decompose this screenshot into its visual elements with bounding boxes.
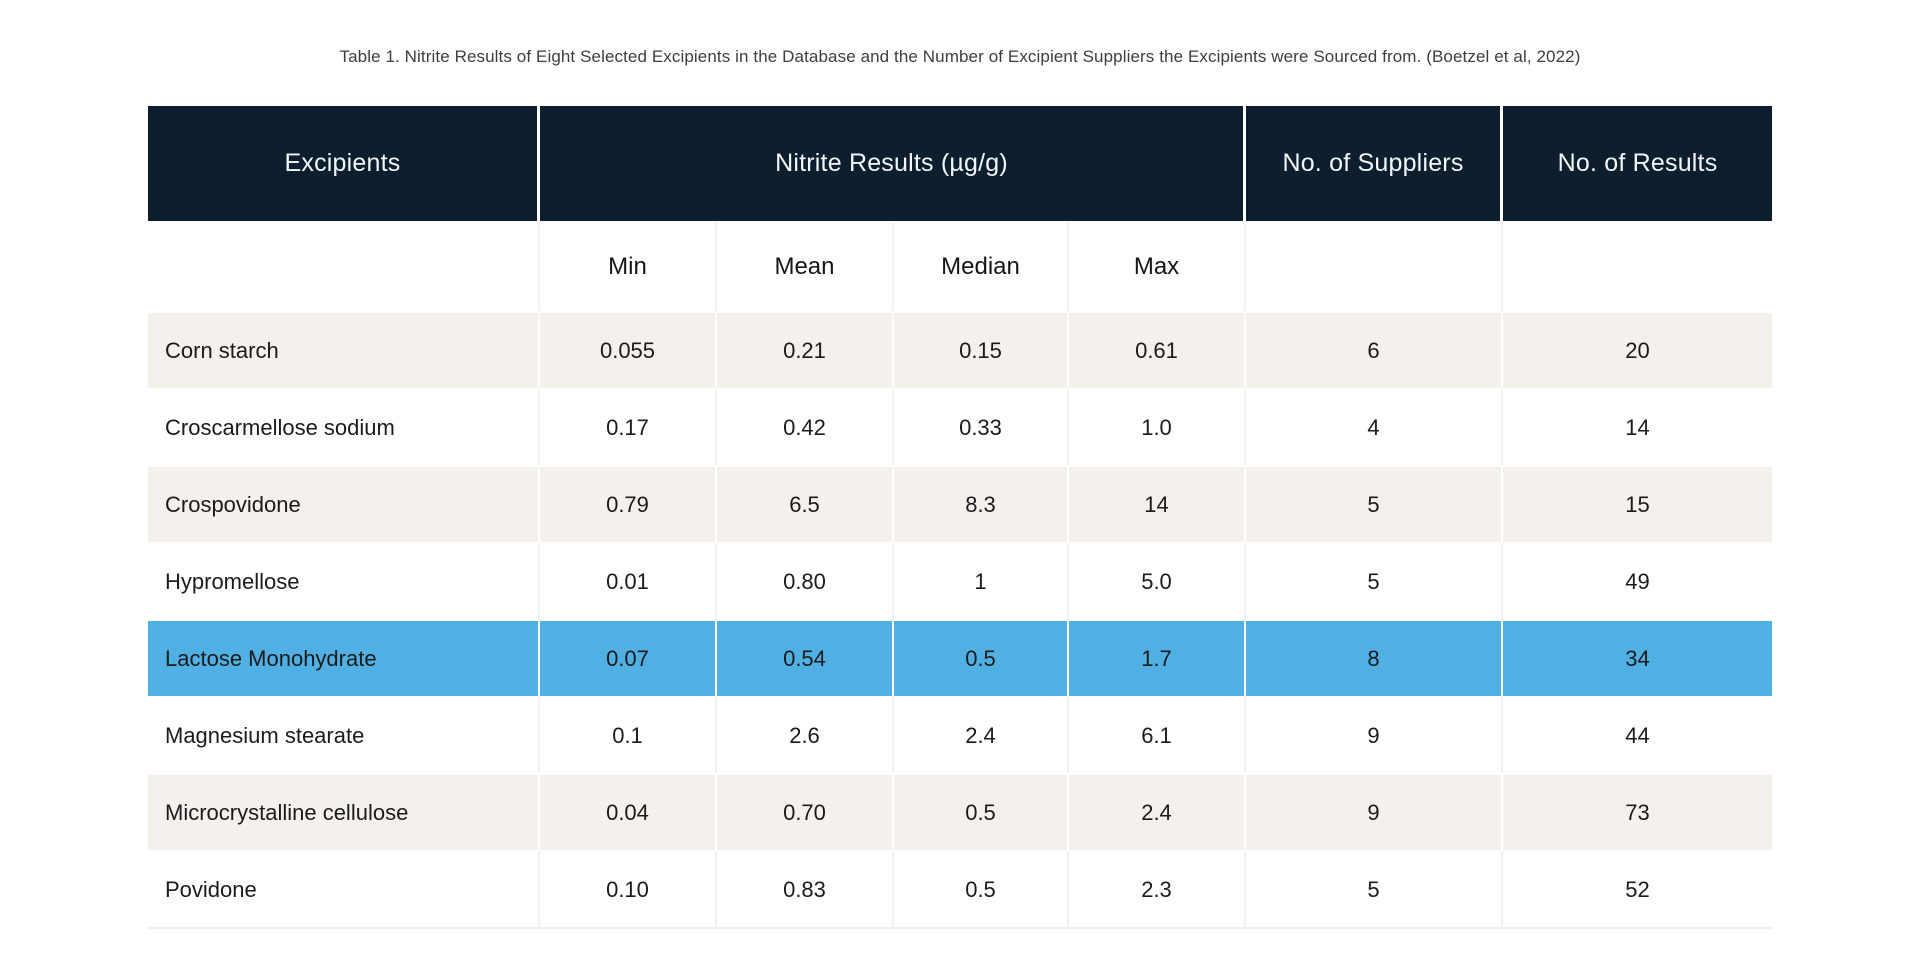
excipients-table: Excipients Nitrite Results (µg/g) No. of… — [148, 106, 1772, 929]
median-cell: 0.33 — [894, 388, 1069, 465]
min-cell: 0.04 — [540, 773, 717, 850]
median-cell: 8.3 — [894, 465, 1069, 542]
results-cell: 14 — [1503, 388, 1772, 465]
table-row-magnesium-stearate: Magnesium stearate 0.1 2.6 2.4 6.1 9 44 — [148, 696, 1772, 773]
suppliers-cell: 8 — [1246, 619, 1503, 696]
median-cell: 1 — [894, 542, 1069, 619]
excipient-name-cell: Crospovidone — [148, 465, 540, 542]
table-row-hypromellose: Hypromellose 0.01 0.80 1 5.0 5 49 — [148, 542, 1772, 619]
mean-cell: 6.5 — [717, 465, 894, 542]
results-cell: 34 — [1503, 619, 1772, 696]
suppliers-cell: 6 — [1246, 311, 1503, 388]
results-cell: 49 — [1503, 542, 1772, 619]
mean-cell: 0.83 — [717, 850, 894, 929]
mean-cell: 0.54 — [717, 619, 894, 696]
header-no-of-suppliers: No. of Suppliers — [1246, 106, 1503, 221]
results-cell: 20 — [1503, 311, 1772, 388]
sub-header-empty — [1246, 221, 1503, 311]
excipient-name-cell: Microcrystalline cellulose — [148, 773, 540, 850]
table-row-croscarmellose-sodium: Croscarmellose sodium 0.17 0.42 0.33 1.0… — [148, 388, 1772, 465]
max-cell: 2.4 — [1069, 773, 1246, 850]
min-cell: 0.10 — [540, 850, 717, 929]
sub-header-median: Median — [894, 221, 1069, 311]
excipient-name-cell: Magnesium stearate — [148, 696, 540, 773]
max-cell: 1.0 — [1069, 388, 1246, 465]
suppliers-cell: 5 — [1246, 465, 1503, 542]
mean-cell: 2.6 — [717, 696, 894, 773]
excipient-name-cell: Lactose Monohydrate — [148, 619, 540, 696]
mean-cell: 0.42 — [717, 388, 894, 465]
sub-header-empty — [1503, 221, 1772, 311]
table-caption: Table 1. Nitrite Results of Eight Select… — [339, 47, 1581, 66]
min-cell: 0.17 — [540, 388, 717, 465]
sub-header-min: Min — [540, 221, 717, 311]
suppliers-cell: 9 — [1246, 773, 1503, 850]
max-cell: 5.0 — [1069, 542, 1246, 619]
median-cell: 0.5 — [894, 850, 1069, 929]
median-cell: 0.5 — [894, 773, 1069, 850]
median-cell: 0.5 — [894, 619, 1069, 696]
suppliers-cell: 9 — [1246, 696, 1503, 773]
sub-header-mean: Mean — [717, 221, 894, 311]
max-cell: 2.3 — [1069, 850, 1246, 929]
excipient-name-cell: Corn starch — [148, 311, 540, 388]
table-row-crospovidone: Crospovidone 0.79 6.5 8.3 14 5 15 — [148, 465, 1772, 542]
mean-cell: 0.80 — [717, 542, 894, 619]
excipients-table-container: Excipients Nitrite Results (µg/g) No. of… — [148, 106, 1772, 929]
max-cell: 14 — [1069, 465, 1246, 542]
min-cell: 0.07 — [540, 619, 717, 696]
excipient-name-cell: Povidone — [148, 850, 540, 929]
median-cell: 2.4 — [894, 696, 1069, 773]
excipient-name-cell: Croscarmellose sodium — [148, 388, 540, 465]
sub-header-max: Max — [1069, 221, 1246, 311]
header-excipients: Excipients — [148, 106, 540, 221]
max-cell: 0.61 — [1069, 311, 1246, 388]
suppliers-cell: 5 — [1246, 850, 1503, 929]
suppliers-cell: 5 — [1246, 542, 1503, 619]
mean-cell: 0.70 — [717, 773, 894, 850]
sub-header-row: Min Mean Median Max — [148, 221, 1772, 311]
max-cell: 1.7 — [1069, 619, 1246, 696]
min-cell: 0.055 — [540, 311, 717, 388]
median-cell: 0.15 — [894, 311, 1069, 388]
min-cell: 0.1 — [540, 696, 717, 773]
results-cell: 73 — [1503, 773, 1772, 850]
table-row-microcrystalline-cellulose: Microcrystalline cellulose 0.04 0.70 0.5… — [148, 773, 1772, 850]
results-cell: 52 — [1503, 850, 1772, 929]
max-cell: 6.1 — [1069, 696, 1246, 773]
sub-header-empty — [148, 221, 540, 311]
mean-cell: 0.21 — [717, 311, 894, 388]
min-cell: 0.01 — [540, 542, 717, 619]
min-cell: 0.79 — [540, 465, 717, 542]
table-row-lactose-monohydrate-highlighted: Lactose Monohydrate 0.07 0.54 0.5 1.7 8 … — [148, 619, 1772, 696]
header-nitrite-results: Nitrite Results (µg/g) — [540, 106, 1246, 221]
header-row: Excipients Nitrite Results (µg/g) No. of… — [148, 106, 1772, 221]
results-cell: 15 — [1503, 465, 1772, 542]
header-no-of-results: No. of Results — [1503, 106, 1772, 221]
excipient-name-cell: Hypromellose — [148, 542, 540, 619]
table-row-corn-starch: Corn starch 0.055 0.21 0.15 0.61 6 20 — [148, 311, 1772, 388]
suppliers-cell: 4 — [1246, 388, 1503, 465]
table-row-povidone: Povidone 0.10 0.83 0.5 2.3 5 52 — [148, 850, 1772, 929]
results-cell: 44 — [1503, 696, 1772, 773]
